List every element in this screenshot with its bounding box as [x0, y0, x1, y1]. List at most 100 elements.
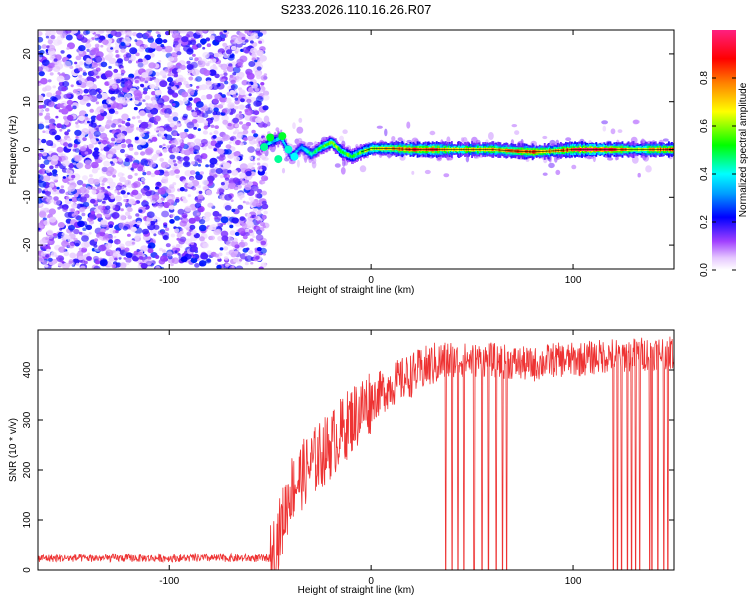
noise-speck — [187, 94, 192, 99]
noise-speck — [226, 49, 232, 55]
noise-speck — [178, 156, 184, 162]
noise-speck — [111, 212, 120, 219]
noise-speck — [146, 211, 155, 218]
noise-speck — [209, 107, 214, 111]
noise-speck — [123, 199, 127, 202]
noise-speck — [103, 160, 111, 167]
noise-speck — [127, 215, 132, 220]
snr-series-line — [38, 336, 674, 570]
noise-speck — [93, 244, 98, 248]
noise-speck — [193, 126, 198, 130]
noise-speck — [93, 55, 103, 63]
noise-speck — [147, 140, 151, 144]
noise-speck — [256, 66, 262, 71]
noise-speck — [213, 229, 221, 236]
noise-speck — [391, 136, 396, 142]
noise-speck — [96, 213, 103, 219]
colorbar-ticks: 0.00.20.40.60.8 — [699, 71, 736, 277]
noise-speck — [146, 171, 152, 176]
noise-speck — [157, 199, 163, 204]
noise-speck — [117, 157, 123, 162]
noise-speck — [114, 190, 118, 194]
noise-speck — [239, 177, 244, 182]
noise-speck — [645, 165, 652, 173]
noise-speck — [171, 139, 179, 146]
noise-speck — [195, 30, 204, 35]
noise-speck — [187, 72, 191, 76]
noise-speck — [150, 107, 159, 115]
track-cell — [301, 146, 304, 150]
noise-speck — [169, 219, 175, 224]
noise-speck — [191, 68, 200, 76]
noise-speck — [253, 215, 258, 220]
noise-speck — [208, 69, 217, 76]
noise-speck — [245, 104, 250, 109]
noise-speck — [81, 212, 86, 217]
noise-speck — [205, 164, 210, 168]
noise-speck — [91, 69, 99, 76]
track-cell — [283, 142, 286, 145]
noise-speck — [142, 228, 149, 235]
noise-speck — [202, 105, 209, 112]
track-cell — [317, 147, 320, 152]
track-cell — [306, 149, 309, 154]
track-cell — [267, 142, 270, 145]
noise-speck — [42, 130, 46, 133]
noise-speck — [65, 196, 70, 200]
noise-speck — [65, 34, 73, 41]
noise-speck — [176, 51, 182, 56]
noise-speck — [189, 224, 196, 230]
noise-speck — [180, 228, 184, 232]
noise-speck — [73, 143, 78, 148]
noise-speck — [75, 91, 81, 96]
noise-speck — [39, 148, 45, 153]
noise-speck — [260, 221, 266, 227]
noise-speck — [222, 42, 228, 48]
noise-speck — [142, 58, 147, 62]
noise-speck — [41, 138, 47, 144]
noise-speck — [125, 257, 132, 263]
noise-speck — [250, 184, 259, 192]
track-cell — [277, 137, 280, 141]
noise-speck — [42, 87, 48, 92]
noise-speck — [209, 157, 218, 165]
noise-speck — [234, 244, 240, 249]
noise-speck — [237, 192, 245, 199]
noise-speck — [47, 156, 53, 161]
noise-speck — [51, 155, 59, 162]
noise-speck — [251, 53, 257, 58]
noise-speck — [125, 240, 132, 247]
noise-speck — [160, 255, 168, 262]
noise-speck — [197, 207, 204, 212]
noise-speck — [200, 95, 207, 100]
track-cell — [337, 147, 340, 151]
noise-speck — [186, 227, 190, 231]
noise-speck — [172, 116, 179, 122]
noise-speck — [74, 155, 81, 160]
noise-speck — [261, 175, 269, 182]
noise-speck — [239, 32, 243, 36]
noise-speck — [108, 224, 114, 229]
noise-speck — [158, 60, 162, 63]
noise-speck — [216, 136, 222, 142]
noise-speck — [82, 201, 90, 208]
noise-speck — [232, 66, 241, 74]
noise-speck — [78, 61, 84, 66]
noise-speck — [72, 148, 77, 152]
noise-speck — [230, 45, 237, 51]
noise-speck — [179, 132, 186, 138]
noise-speck — [57, 222, 65, 228]
noise-speck — [107, 104, 111, 108]
noise-speck — [186, 121, 195, 129]
noise-speck — [173, 73, 178, 78]
noise-speck — [85, 30, 91, 35]
noise-speck — [197, 163, 202, 167]
noise-speck — [56, 123, 62, 129]
noise-speck — [148, 48, 154, 53]
noise-speck — [359, 165, 367, 173]
noise-speck — [156, 34, 162, 38]
noise-speck — [220, 164, 224, 168]
track-cell — [341, 151, 344, 154]
noise-speck — [48, 208, 56, 215]
snr-frame — [37, 329, 675, 571]
